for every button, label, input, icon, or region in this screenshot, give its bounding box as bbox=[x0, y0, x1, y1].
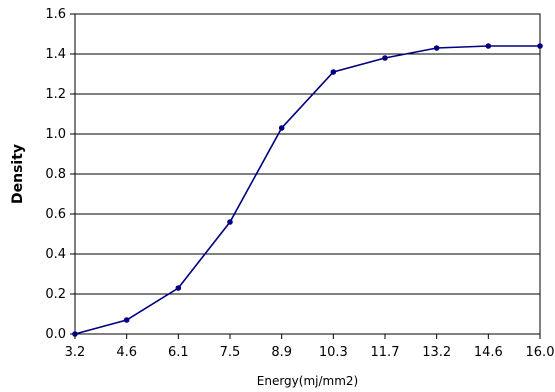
x-tick-label: 7.5 bbox=[220, 345, 241, 360]
y-tick-label: 0.2 bbox=[45, 287, 66, 302]
data-point bbox=[330, 69, 337, 75]
y-axis-label: Density bbox=[10, 144, 26, 204]
y-tick-label: 1.4 bbox=[45, 47, 66, 62]
data-point bbox=[278, 125, 285, 131]
x-tick-label: 6.1 bbox=[168, 345, 189, 360]
data-point bbox=[537, 43, 543, 49]
data-point bbox=[123, 317, 130, 323]
data-point bbox=[72, 331, 78, 337]
y-tick-label: 1.6 bbox=[45, 7, 66, 22]
data-point bbox=[433, 45, 440, 51]
data-point bbox=[485, 43, 492, 49]
x-axis-label: Energy(mj/mm2) bbox=[257, 374, 358, 388]
y-tick-label: 0.4 bbox=[45, 247, 66, 262]
data-point bbox=[382, 55, 388, 61]
series-line bbox=[74, 45, 540, 335]
x-tick-label: 3.2 bbox=[65, 345, 86, 360]
y-tick-label: 1.0 bbox=[45, 127, 66, 142]
y-tick-label: 0.6 bbox=[45, 207, 66, 222]
x-tick-label: 11.7 bbox=[371, 345, 400, 360]
y-tick-label: 1.2 bbox=[45, 87, 66, 102]
y-tick-label: 0.0 bbox=[45, 327, 66, 342]
x-tick-label: 13.2 bbox=[422, 345, 451, 360]
series-layer bbox=[72, 43, 543, 337]
y-tick-labels: 0.0 0.2 0.4 0.6 0.8 1.0 1.2 1.4 1.6 bbox=[45, 7, 75, 342]
x-tick-label: 4.6 bbox=[116, 345, 137, 360]
x-tick-label: 10.3 bbox=[319, 345, 348, 360]
x-tick-label: 8.9 bbox=[271, 345, 292, 360]
x-tick-label: 14.6 bbox=[474, 345, 503, 360]
gridlines bbox=[75, 53, 540, 295]
y-tick-label: 0.8 bbox=[45, 167, 66, 182]
data-point bbox=[227, 219, 233, 225]
x-tick-label: 16.0 bbox=[526, 345, 555, 360]
data-point bbox=[175, 285, 182, 291]
x-tick-labels: 3.2 4.6 6.1 7.5 8.9 10.3 11.7 13.2 14.6 16.0 bbox=[65, 334, 555, 360]
